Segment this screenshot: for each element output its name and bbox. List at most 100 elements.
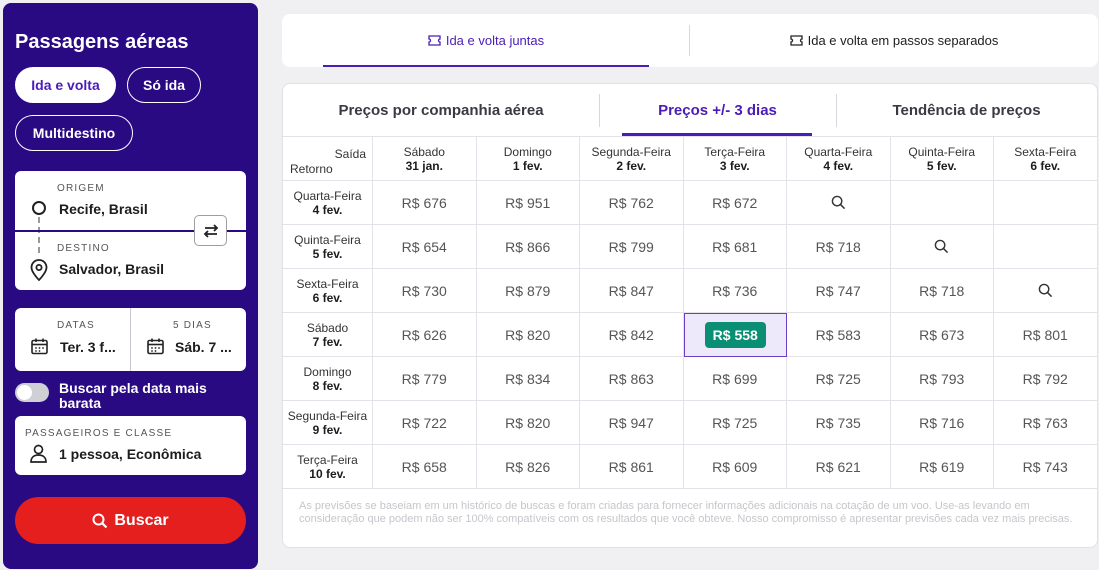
origin-field[interactable]: Recife, Brasil — [59, 201, 148, 217]
trip-type-round[interactable]: Ida e volta — [15, 67, 116, 103]
price-cell[interactable]: R$ 861 — [580, 445, 684, 489]
row-date: 8 fev. — [312, 378, 343, 393]
price-cell[interactable]: R$ 801 — [994, 313, 1098, 357]
price-cell[interactable]: R$ 609 — [683, 445, 787, 489]
passengers-field-group[interactable]: PASSAGEIROS E CLASSE 1 pessoa, Econômica — [15, 416, 246, 475]
swap-route-button[interactable] — [194, 215, 227, 246]
search-date-cell[interactable] — [787, 181, 891, 225]
header-date: 31 jan. — [405, 158, 443, 173]
price-value: R$ 699 — [712, 370, 758, 387]
price-cell[interactable]: R$ 820 — [476, 313, 580, 357]
price-cell[interactable]: R$ 716 — [890, 401, 994, 445]
price-cell[interactable]: R$ 834 — [476, 357, 580, 401]
header-date: 2 fev. — [616, 158, 647, 173]
cheapest-price-cell[interactable]: R$ 558 — [683, 313, 787, 357]
price-cell[interactable]: R$ 619 — [890, 445, 994, 489]
price-cell[interactable]: R$ 654 — [373, 225, 477, 269]
price-cell[interactable]: R$ 676 — [373, 181, 477, 225]
cheapest-price-badge: R$ 558 — [704, 322, 766, 348]
price-cell[interactable]: R$ 793 — [890, 357, 994, 401]
price-cell[interactable]: R$ 779 — [373, 357, 477, 401]
price-cell[interactable]: R$ 762 — [580, 181, 684, 225]
price-value: R$ 718 — [919, 282, 965, 299]
cheapest-date-toggle[interactable] — [15, 383, 49, 402]
price-cell[interactable]: R$ 947 — [580, 401, 684, 445]
price-cell[interactable]: R$ 722 — [373, 401, 477, 445]
departure-axis-label: Saída — [334, 147, 366, 161]
return-date-header: Sexta-Feira 6 fev. — [283, 269, 373, 313]
tab-round-trip-separate[interactable]: Ida e volta em passos separados — [690, 14, 1098, 67]
price-cell[interactable]: R$ 730 — [373, 269, 477, 313]
trip-type-multi[interactable]: Multidestino — [15, 115, 133, 151]
price-cell[interactable]: R$ 847 — [580, 269, 684, 313]
price-cell[interactable]: R$ 743 — [994, 445, 1098, 489]
price-cell[interactable]: R$ 718 — [890, 269, 994, 313]
row-day: Segunda-Feira — [287, 408, 368, 423]
departure-date-field[interactable]: Ter. 3 f... — [60, 339, 116, 355]
ticket-icon — [789, 35, 803, 46]
tab-price-trend[interactable]: Tendência de preços — [892, 101, 1041, 119]
price-value: R$ 672 — [712, 194, 758, 211]
price-cell[interactable]: R$ 725 — [683, 401, 787, 445]
row-day: Quinta-Feira — [294, 232, 361, 247]
price-cell[interactable]: R$ 826 — [476, 445, 580, 489]
header-day: Segunda-Feira — [591, 144, 671, 159]
price-value: R$ 735 — [815, 414, 861, 431]
price-cell[interactable]: R$ 863 — [580, 357, 684, 401]
price-value: R$ 676 — [401, 194, 447, 211]
row-date: 10 fev. — [309, 466, 346, 481]
departure-date-header: Sábado 31 jan. — [373, 137, 477, 181]
price-value: R$ 847 — [608, 282, 654, 299]
row-day: Domingo — [303, 364, 352, 379]
tab-prices-3-days[interactable]: Preços +/- 3 dias — [658, 101, 777, 119]
price-value: R$ 725 — [815, 370, 861, 387]
departure-date-header: Segunda-Feira 2 fev. — [580, 137, 684, 181]
price-cell[interactable]: R$ 736 — [683, 269, 787, 313]
price-value: R$ 673 — [919, 326, 965, 343]
active-tab-indicator — [622, 133, 812, 136]
tab-round-trip-together[interactable]: Ida e volta juntas — [323, 14, 649, 67]
price-cell[interactable]: R$ 626 — [373, 313, 477, 357]
price-cell[interactable]: R$ 621 — [787, 445, 891, 489]
search-date-cell[interactable] — [994, 269, 1098, 313]
return-date-field[interactable]: Sáb. 7 ... — [175, 339, 232, 355]
price-cell[interactable]: R$ 747 — [787, 269, 891, 313]
price-value: R$ 861 — [608, 458, 654, 475]
tab-prices-by-airline[interactable]: Preços por companhia aérea — [338, 101, 544, 119]
destination-field[interactable]: Salvador, Brasil — [59, 261, 165, 277]
price-cell[interactable]: R$ 799 — [580, 225, 684, 269]
price-cell[interactable]: R$ 673 — [890, 313, 994, 357]
price-cell[interactable]: R$ 951 — [476, 181, 580, 225]
price-cell[interactable]: R$ 879 — [476, 269, 580, 313]
header-day: Sábado — [403, 144, 445, 159]
return-date-header: Domingo 8 fev. — [283, 357, 373, 401]
price-cell[interactable]: R$ 792 — [994, 357, 1098, 401]
price-cell[interactable]: R$ 583 — [787, 313, 891, 357]
price-cell[interactable]: R$ 763 — [994, 401, 1098, 445]
tab-label: Ida e volta em passos separados — [807, 33, 999, 48]
price-value: R$ 621 — [815, 458, 861, 475]
return-date-header: Sábado 7 fev. — [283, 313, 373, 357]
search-date-cell[interactable] — [890, 225, 994, 269]
price-cell[interactable]: R$ 699 — [683, 357, 787, 401]
empty-cell — [994, 225, 1098, 269]
price-value: R$ 834 — [505, 370, 551, 387]
origin-label: ORIGEM — [57, 183, 105, 194]
price-cell[interactable]: R$ 725 — [787, 357, 891, 401]
dates-field-group: DATAS Ter. 3 f... 5 DIAS Sáb. 7 ... — [15, 308, 246, 371]
price-cell[interactable]: R$ 842 — [580, 313, 684, 357]
price-cell[interactable]: R$ 866 — [476, 225, 580, 269]
header-day: Terça-Feira — [704, 144, 766, 159]
search-button[interactable]: Buscar — [15, 497, 246, 544]
price-cell[interactable]: R$ 658 — [373, 445, 477, 489]
flexible-dates-grid: Saída Retorno Sábado 31 jan. Domingo 1 fev.… — [283, 136, 1098, 489]
trip-type-oneway[interactable]: Só ida — [127, 67, 201, 103]
price-value: R$ 793 — [919, 370, 965, 387]
price-cell[interactable]: R$ 735 — [787, 401, 891, 445]
price-cell[interactable]: R$ 820 — [476, 401, 580, 445]
price-cell[interactable]: R$ 672 — [683, 181, 787, 225]
price-grid-card: Preços por companhia aérea Preços +/- 3 … — [282, 83, 1098, 548]
price-cell[interactable]: R$ 718 — [787, 225, 891, 269]
price-value: R$ 609 — [712, 458, 758, 475]
price-cell[interactable]: R$ 681 — [683, 225, 787, 269]
